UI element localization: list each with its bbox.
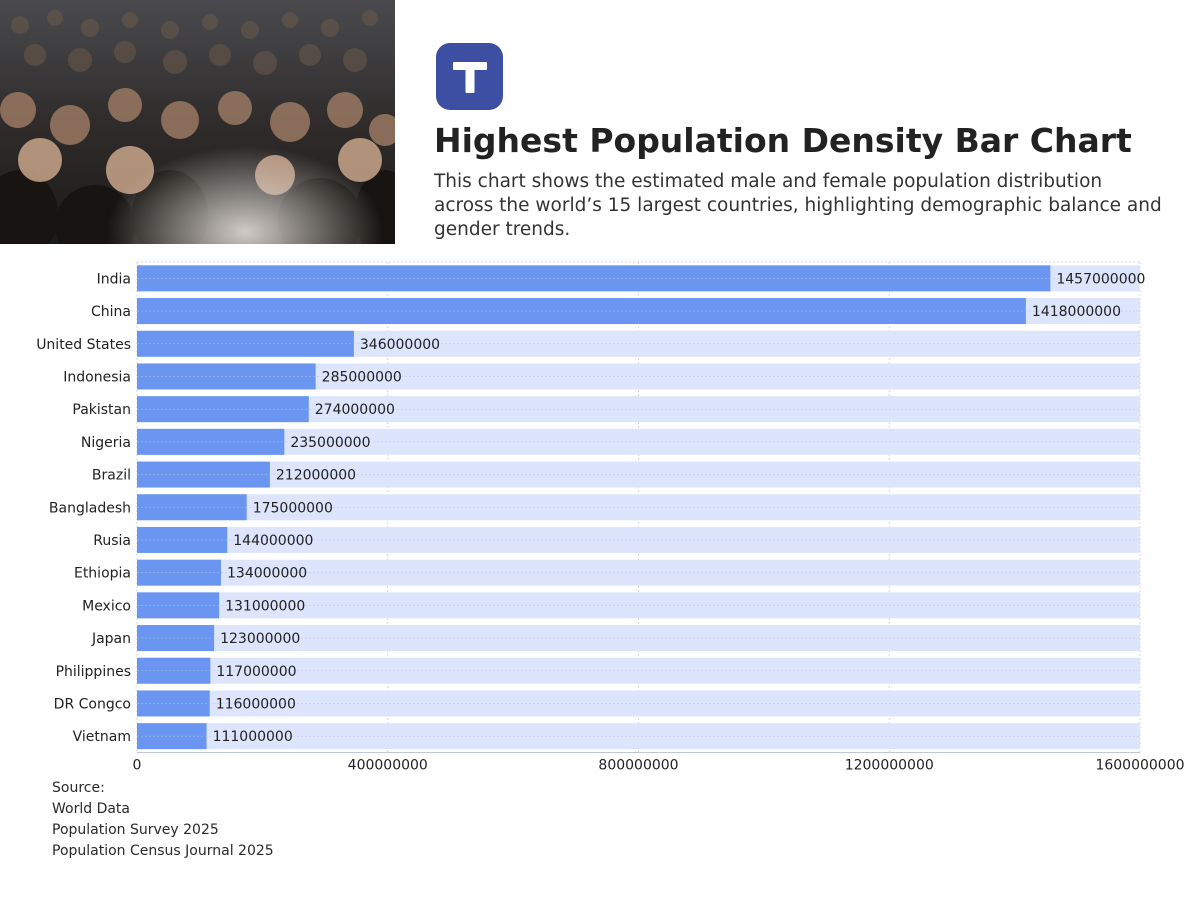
- data-label: 274000000: [315, 402, 395, 418]
- category-label: Vietnam: [73, 729, 131, 745]
- page-title: Highest Population Density Bar Chart: [434, 121, 1132, 160]
- category-label: Mexico: [82, 598, 131, 614]
- data-label: 346000000: [360, 337, 440, 353]
- source-line: Population Census Journal 2025: [52, 843, 274, 859]
- bar: [137, 723, 207, 750]
- data-label: 123000000: [220, 631, 300, 647]
- source-heading: Source:: [52, 780, 105, 796]
- crowd-photo-image: [0, 0, 395, 244]
- source-block: Source: World Data Population Survey 202…: [52, 778, 274, 862]
- x-tick-label: 800000000: [598, 758, 678, 774]
- category-label: Pakistan: [72, 402, 131, 418]
- category-label: United States: [36, 337, 131, 353]
- category-label: China: [91, 304, 131, 320]
- brand-logo: [436, 43, 503, 110]
- category-label: Rusia: [93, 533, 131, 549]
- category-label: Philippines: [56, 664, 131, 680]
- data-label: 1418000000: [1032, 304, 1121, 320]
- bar: [137, 559, 222, 586]
- category-label: Ethiopia: [74, 566, 131, 582]
- data-label: 212000000: [276, 468, 356, 484]
- data-label: 235000000: [290, 435, 370, 451]
- x-tick-label: 1200000000: [845, 758, 934, 774]
- crowd-photo: [0, 0, 395, 244]
- category-label: DR Congco: [54, 696, 131, 712]
- data-label: 131000000: [225, 598, 305, 614]
- category-label: Brazil: [92, 468, 131, 484]
- data-label: 117000000: [216, 664, 296, 680]
- data-label: 116000000: [216, 696, 296, 712]
- x-tick-label: 400000000: [348, 758, 428, 774]
- chart-description: This chart shows the estimated male and …: [434, 171, 1162, 240]
- data-label: 175000000: [253, 500, 333, 516]
- data-label: 134000000: [227, 566, 307, 582]
- data-label: 144000000: [233, 533, 313, 549]
- category-label: Japan: [91, 631, 131, 647]
- bar: [137, 461, 270, 488]
- bar: [137, 494, 247, 521]
- x-tick-label: 0: [133, 758, 142, 774]
- category-label: Indonesia: [63, 369, 131, 385]
- source-line: Population Survey 2025: [52, 822, 219, 838]
- data-label: 111000000: [213, 729, 293, 745]
- data-label: 285000000: [322, 369, 402, 385]
- bar-chart-svg: India 1457000000 China 1418000000 United Sta…: [36, 261, 1185, 774]
- category-label: Nigeria: [81, 435, 131, 451]
- source-line: World Data: [52, 801, 130, 817]
- bar-chart: India 1457000000 China 1418000000 United Sta…: [0, 255, 1200, 780]
- category-label: Bangladesh: [49, 500, 131, 516]
- category-label: India: [97, 271, 131, 287]
- data-label: 1457000000: [1056, 271, 1145, 287]
- x-tick-label: 1600000000: [1095, 758, 1184, 774]
- logo-letter-t: [452, 61, 487, 93]
